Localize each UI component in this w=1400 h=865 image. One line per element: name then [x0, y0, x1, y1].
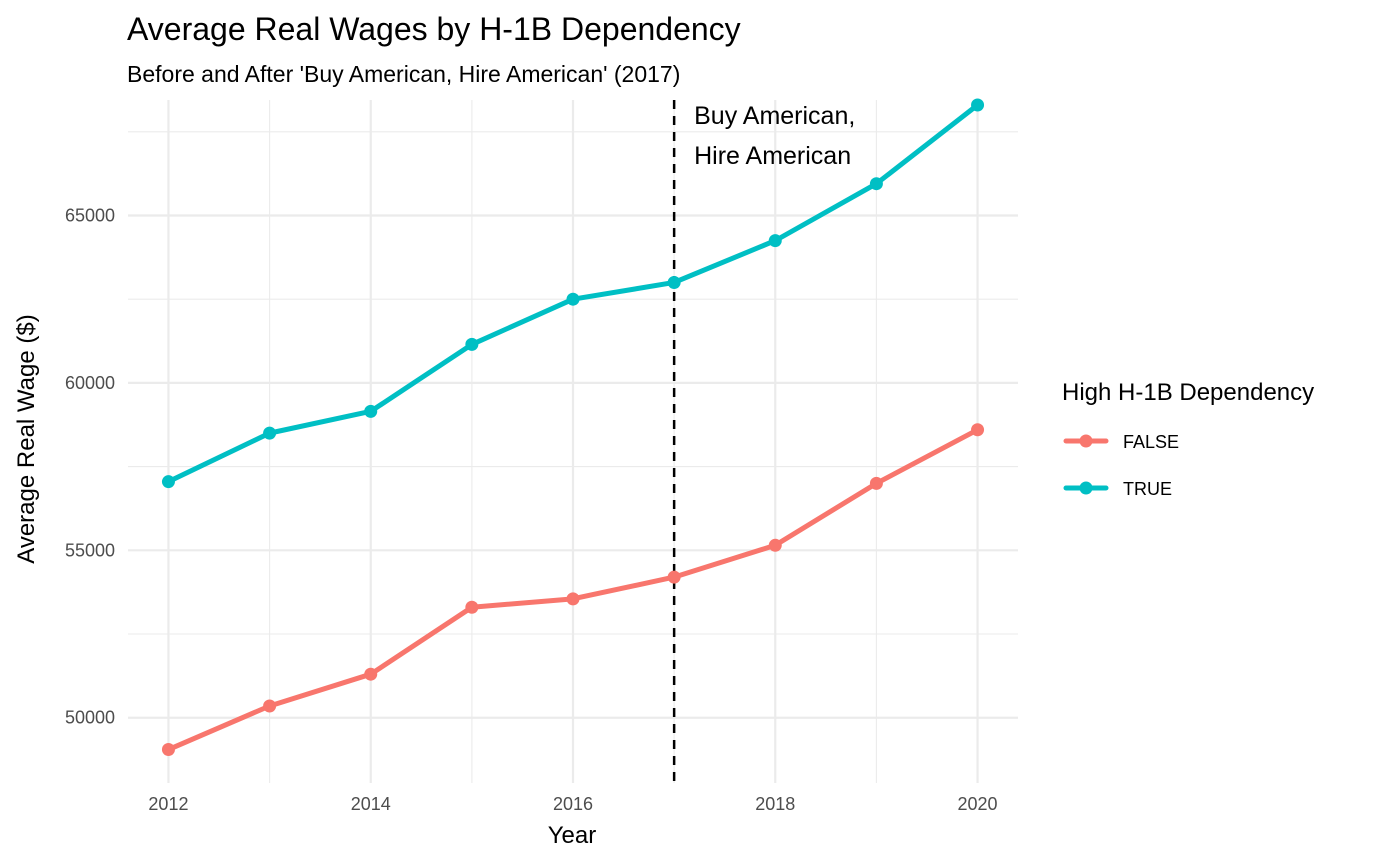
data-point-true — [465, 337, 479, 351]
y-tick-label: 55000 — [65, 540, 115, 560]
y-tick-label: 65000 — [65, 206, 115, 226]
data-point-false — [768, 538, 782, 552]
series-layer — [161, 98, 985, 757]
x-axis: 2012 2014 2016 2018 2020 — [148, 794, 997, 814]
y-axis-title: Average Real Wage ($) — [13, 314, 40, 563]
x-tick-label: 2020 — [958, 794, 998, 814]
x-tick-label: 2012 — [148, 794, 188, 814]
data-point-true — [364, 404, 378, 418]
data-point-false — [364, 667, 378, 681]
legend-title: High H-1B Dependency — [1062, 379, 1314, 406]
legend-key-point-true — [1079, 481, 1093, 495]
data-point-true — [869, 177, 883, 191]
chart-title: Average Real Wages by H-1B Dependency — [127, 11, 741, 47]
data-point-true — [263, 426, 277, 440]
annotation-layer: Buy American, Hire American — [672, 100, 855, 783]
data-point-false — [667, 570, 681, 584]
data-point-false — [263, 699, 277, 713]
policy-annotation-label: Hire American — [694, 142, 851, 170]
data-point-false — [161, 743, 175, 757]
x-tick-label: 2014 — [351, 794, 391, 814]
y-tick-label: 60000 — [65, 373, 115, 393]
x-tick-label: 2016 — [553, 794, 593, 814]
legend: High H-1B Dependency FALSE TRUE — [1062, 379, 1314, 499]
data-point-false — [971, 423, 985, 437]
x-tick-label: 2018 — [755, 794, 795, 814]
data-point-false — [869, 476, 883, 490]
data-point-true — [667, 275, 681, 289]
legend-label-true: TRUE — [1123, 479, 1172, 499]
data-point-true — [971, 98, 985, 112]
x-axis-title: Year — [548, 822, 597, 849]
data-point-true — [161, 475, 175, 489]
data-point-true — [768, 234, 782, 248]
legend-key-point-false — [1079, 434, 1093, 448]
data-point-false — [465, 600, 479, 614]
data-point-false — [566, 592, 580, 606]
plot-panel: Buy American, Hire American — [128, 98, 1018, 783]
y-tick-label: 50000 — [65, 708, 115, 728]
grid — [128, 100, 1018, 783]
data-point-true — [566, 292, 580, 306]
legend-label-false: FALSE — [1123, 432, 1179, 452]
policy-annotation-label: Buy American, — [694, 102, 855, 130]
chart-subtitle: Before and After 'Buy American, Hire Ame… — [127, 61, 680, 87]
y-axis: 50000 55000 60000 65000 — [65, 206, 115, 728]
